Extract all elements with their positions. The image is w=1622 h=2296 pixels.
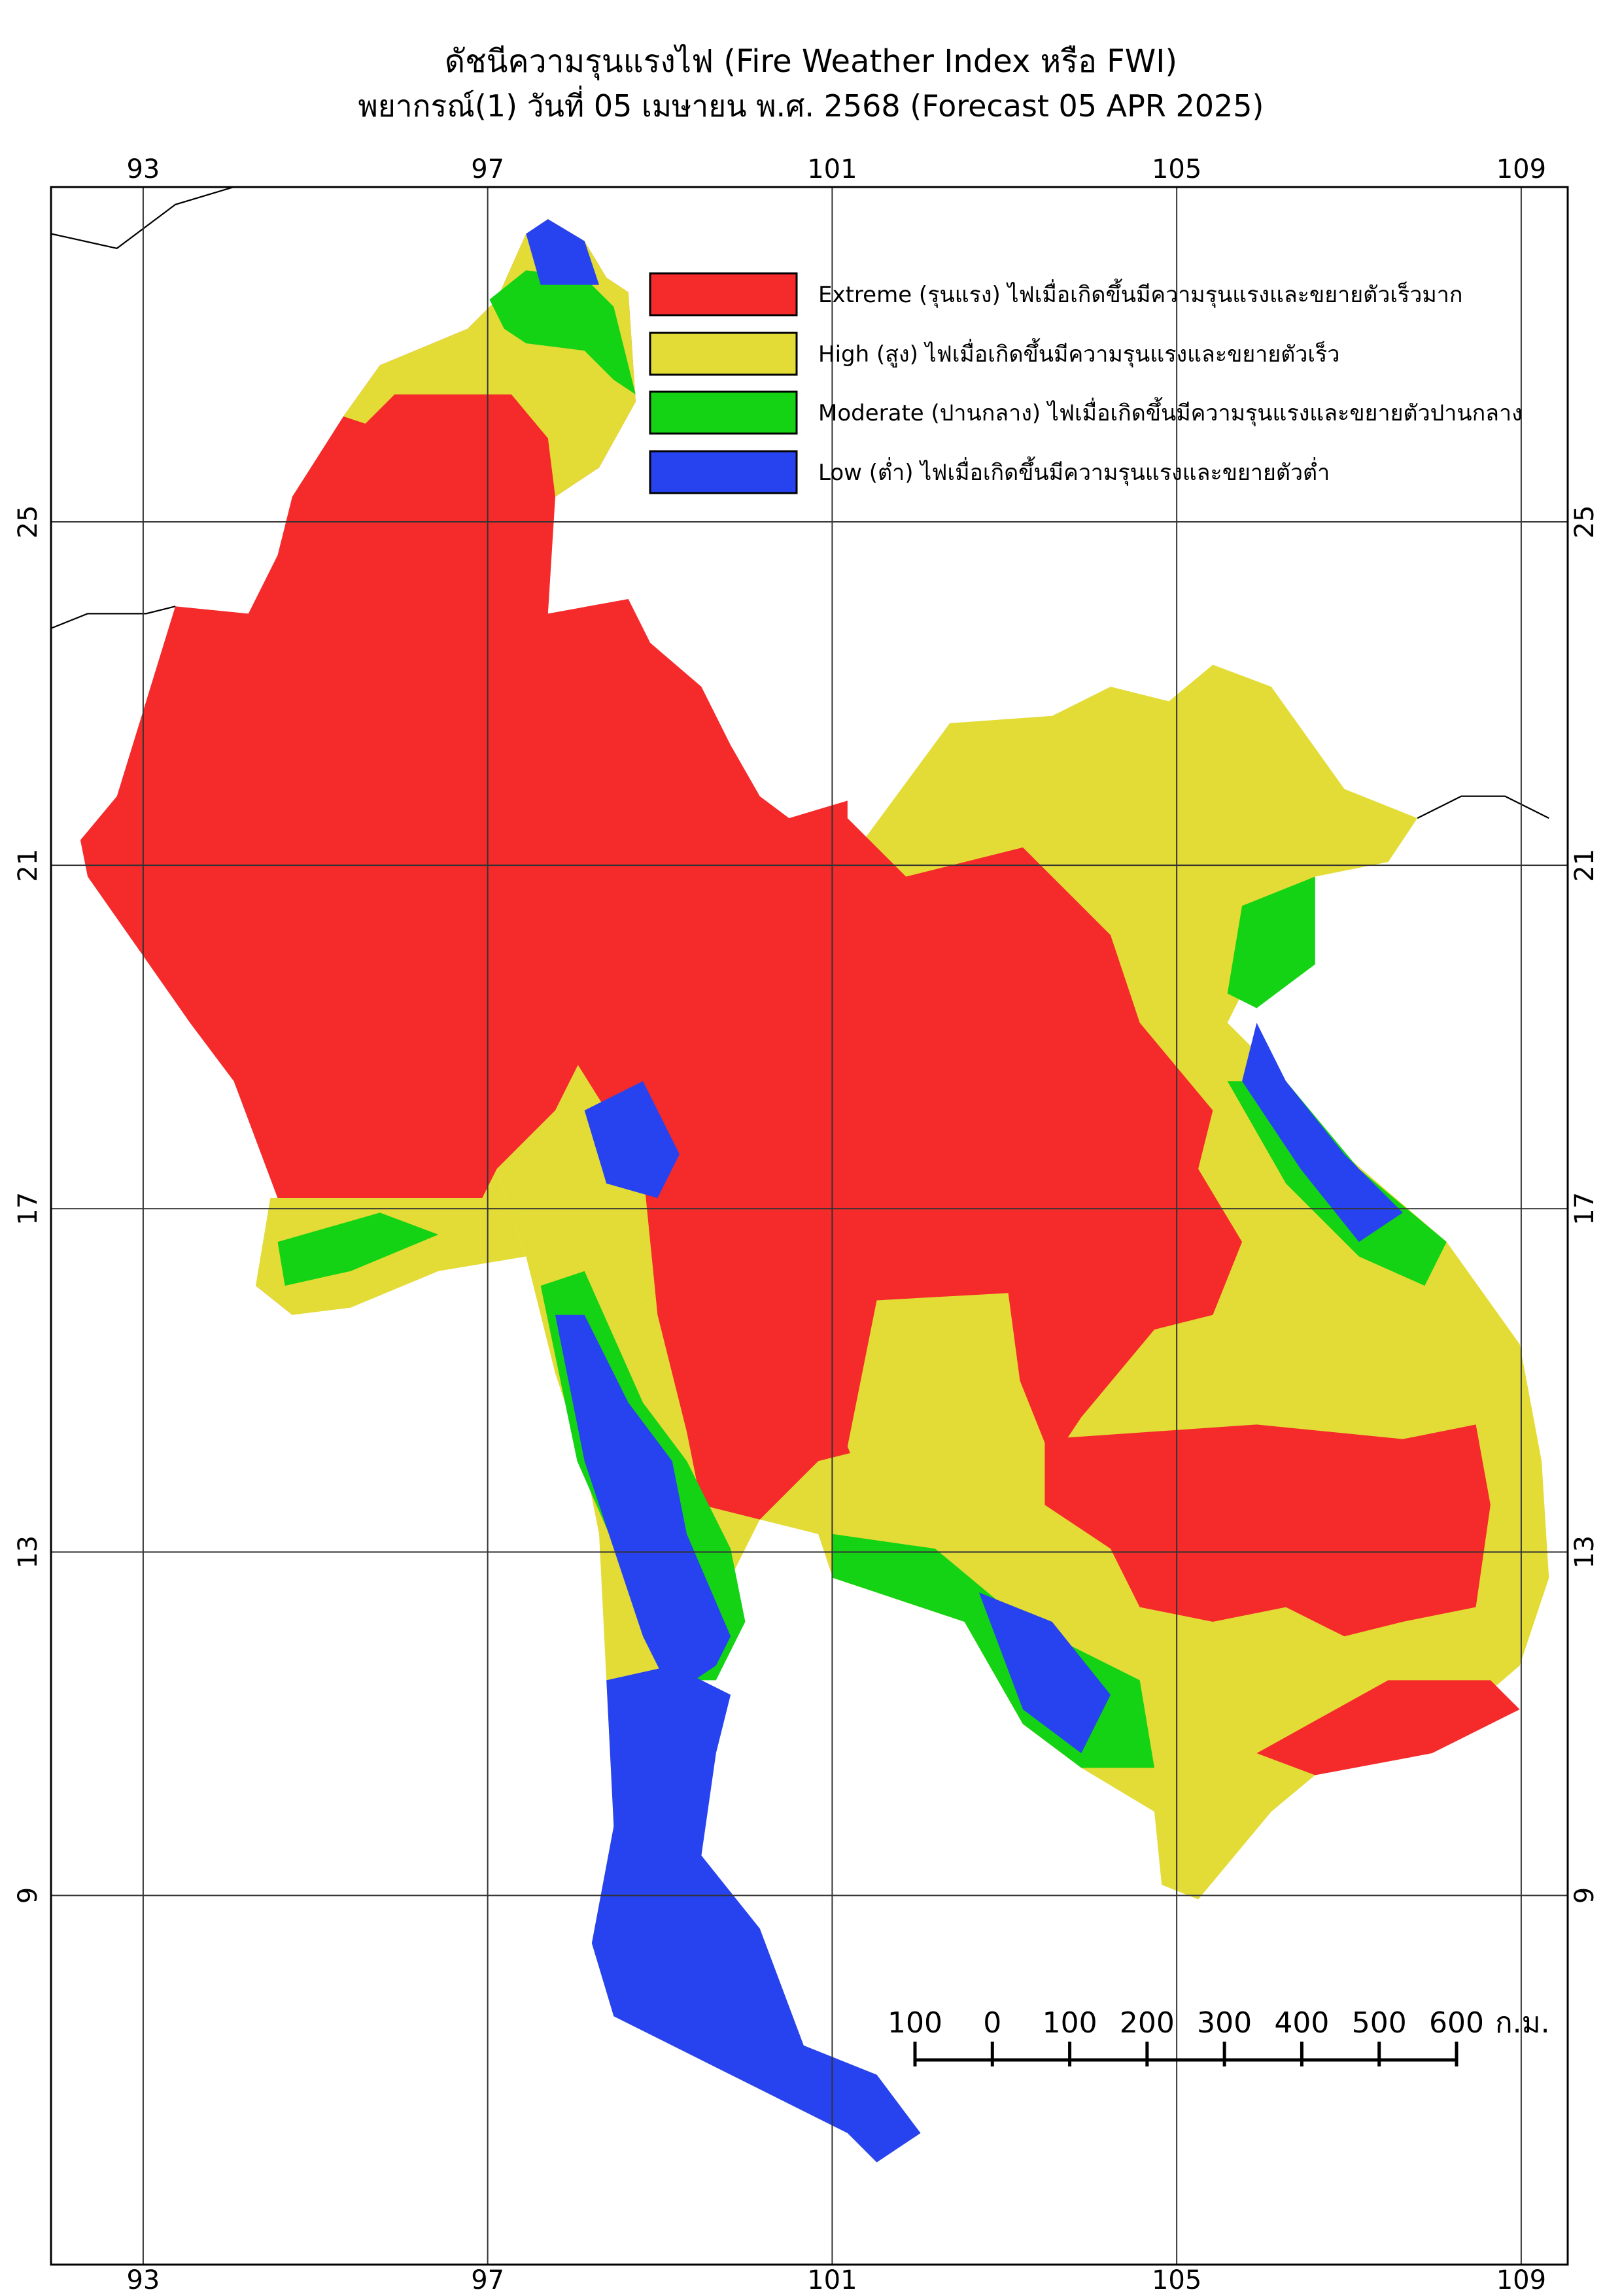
low-area [555, 1314, 731, 1695]
lon-label: 109 [1496, 2265, 1546, 2293]
lat-label: 17 [1570, 1192, 1600, 1225]
scale-label: 400 [1274, 2006, 1329, 2040]
lon-label: 105 [1152, 2265, 1201, 2293]
lat-label: 17 [13, 1192, 43, 1225]
scale-label: 100 [888, 2006, 942, 2040]
extreme-area [1044, 1424, 1491, 1637]
map-area [51, 187, 1549, 2163]
low-area [1242, 1022, 1403, 1242]
low-area [584, 1081, 680, 1199]
lon-label: 97 [471, 154, 504, 184]
lat-label: 21 [13, 849, 43, 882]
legend: Extreme (รุนแรง) ไฟเมื่อเกิดขึ้นมีความรุ… [649, 272, 1523, 494]
high-area [847, 1293, 1023, 1520]
lat-label: 13 [1570, 1535, 1600, 1569]
legend-label: Low (ต่ำ) ไฟเมื่อเกิดขึ้นมีความรุนแรงและ… [818, 456, 1330, 486]
scale-label: 300 [1197, 2006, 1252, 2040]
extreme-area [80, 219, 848, 1315]
lon-label: 101 [807, 154, 857, 184]
legend-swatch [649, 272, 798, 317]
lon-label: 101 [807, 2265, 857, 2293]
extreme-area [1256, 1680, 1520, 1775]
scale-bar: 100 0 100 200 300 400 500 600 ก.ม. [888, 2006, 1550, 2066]
lat-label: 13 [13, 1535, 43, 1569]
moderate-area [1227, 876, 1315, 1008]
subtitle: พยากรณ์(1) วันที่ 05 เมษายน พ.ศ. 2568 (F… [358, 85, 1264, 124]
low-area [526, 219, 600, 285]
scale-label: 600 [1429, 2006, 1484, 2040]
legend-swatch [649, 390, 798, 435]
lon-label: 97 [471, 2265, 504, 2293]
coastline [1417, 795, 1549, 819]
lat-label: 25 [1570, 505, 1600, 539]
scale-label: 100 [1043, 2006, 1097, 2040]
scale-label: 500 [1352, 2006, 1407, 2040]
legend-label: High (สูง) ไฟเมื่อเกิดขึ้นมีความรุนแรงแล… [818, 338, 1339, 368]
scale-label: 200 [1120, 2006, 1175, 2040]
map-frame [50, 186, 1569, 2266]
scale-label: 0 [983, 2006, 1001, 2040]
extreme-area [555, 818, 1243, 1520]
coastline [51, 187, 234, 250]
title: ดัชนีความรุนแรงไฟ (Fire Weather Index หร… [445, 43, 1177, 80]
lon-label: 105 [1152, 154, 1201, 184]
coastline [51, 606, 176, 629]
low-area [591, 1665, 921, 2163]
scale-unit: ก.ม. [1495, 2006, 1550, 2040]
legend-swatch [649, 450, 798, 494]
legend-label: Moderate (ปานกลาง) ไฟเมื่อเกิดขึ้นมีความ… [818, 397, 1523, 426]
fwi-layers [51, 187, 1549, 2163]
graticule: 93 93 97 97 101 101 105 105 109 109 25 25 21 21 17 17 13… [13, 154, 1600, 2295]
moderate-area [277, 1212, 439, 1286]
legend-label: Extreme (รุนแรง) ไฟเมื่อเกิดขึ้นมีความรุ… [818, 279, 1462, 308]
lon-label: 109 [1496, 154, 1546, 184]
legend-swatch [649, 332, 798, 376]
low-area [978, 1592, 1111, 1754]
lon-label: 93 [126, 2265, 160, 2293]
lon-label: 93 [126, 154, 160, 184]
lat-label: 21 [1570, 849, 1600, 882]
lat-label: 9 [13, 1887, 43, 1904]
lat-label: 25 [13, 505, 43, 539]
lat-label: 9 [1570, 1887, 1600, 1904]
moderate-area [489, 270, 636, 395]
